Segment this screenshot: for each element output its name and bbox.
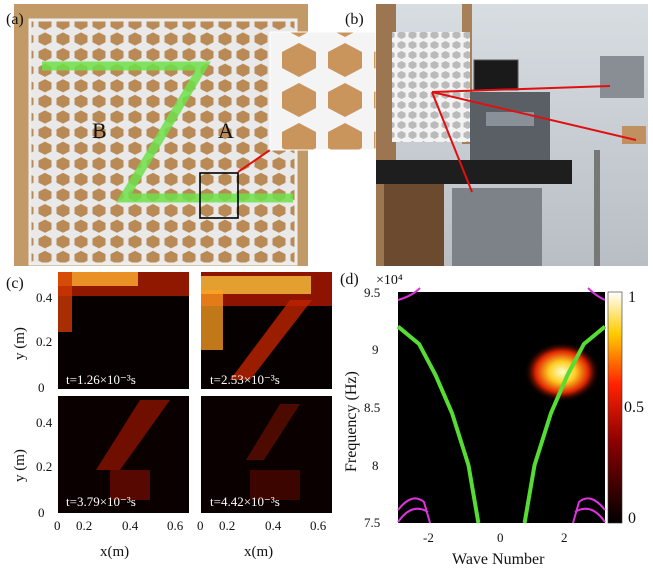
spectral-hotspot [524,342,600,402]
time-label-2: t=2.53×10⁻³s [210,372,280,387]
lab-bench-top [376,160,572,184]
d-ytick-8.5: 8.5 [364,400,380,415]
d-ytick-7.5: 7.5 [364,515,380,530]
time-label-4: t=4.42×10⁻³s [210,494,280,509]
d-xtick-2: 2 [561,530,568,545]
time-label-3: t=3.79×10⁻³s [66,494,136,509]
c-ytick-bot-0.4: 0.4 [36,415,53,430]
c-xtick-left-0.4: 0.4 [122,518,139,533]
d-xtick-neg2: -2 [423,530,434,545]
c-ytick-top-0: 0 [38,380,45,395]
c-xtick-right-0.4: 0.4 [265,518,282,533]
zoom-inset [270,32,376,150]
c-xtick-right-0: 0 [197,518,204,533]
region-b-label: B [92,118,107,143]
dispersion-plot-area [398,292,605,523]
c-xtick-left-0.6: 0.6 [167,518,184,533]
time-label-1: t=1.26×10⁻³s [66,372,136,387]
panel-d: (d) ×10⁴ 9.5 9 8.5 8 7.5 -2 0 2 Wave Num… [340,271,644,568]
panel-a: B A (a) [6,4,376,266]
panel-d-label: (d) [340,271,359,288]
panel-c-label: (c) [6,275,24,292]
c-xlabel-left: x(m) [100,544,129,560]
d-ytick-8: 8 [372,458,379,473]
equipment-rack [470,92,550,162]
snapshot-1: t=1.26×10⁻³s [58,272,189,389]
colorbar-tick-0: 0 [628,510,636,527]
c-ylabel-bottom: y (m) [12,449,28,482]
hung-lattice-plate [392,32,470,142]
c-ytick-top-0.2: 0.2 [36,334,52,349]
panel-a-label: (a) [6,11,24,28]
colorbar [608,292,622,523]
c-xtick-right-0.6: 0.6 [310,518,327,533]
d-xtick-0: 0 [497,530,504,545]
c-ytick-bot-0.2: 0.2 [36,459,52,474]
panel-b-label: (b) [345,11,364,28]
hexagonal-lattice-plate [30,20,296,264]
monitor [474,60,518,90]
c-xtick-left-0: 0 [54,518,61,533]
d-ylabel: Frequency (Hz) [343,371,360,472]
d-xlabel: Wave Number [452,551,545,568]
c-ytick-bot-0: 0 [38,505,45,520]
bench-cabinet [384,184,444,266]
d-ytick-9: 9 [372,342,379,357]
snapshot-2: t=2.53×10⁻³s [201,272,332,389]
sample-holder [622,126,646,144]
panel-c: (c) t=1.26×10⁻³s t=2.53×10⁻³s t=3.79×10⁻… [6,272,332,560]
laser-head [600,56,644,98]
region-a-label: A [218,118,234,143]
snapshot-3: t=3.79×10⁻³s [58,396,189,513]
colorbar-tick-1: 1 [628,289,636,306]
snapshot-4: t=4.42×10⁻³s [201,396,332,513]
tripod-leg [594,150,600,266]
colorbar-tick-0.5: 0.5 [624,399,644,416]
c-xlabel-right: x(m) [244,544,273,560]
d-ytick-9.5: 9.5 [364,285,380,300]
c-xtick-right-0.2: 0.2 [219,518,235,533]
c-xtick-left-0.2: 0.2 [76,518,92,533]
panel-b: (b) [345,4,648,266]
c-ytick-top-0.4: 0.4 [36,290,53,305]
c-ylabel-top: y (m) [12,327,28,360]
laser-vibrometer [452,188,542,266]
